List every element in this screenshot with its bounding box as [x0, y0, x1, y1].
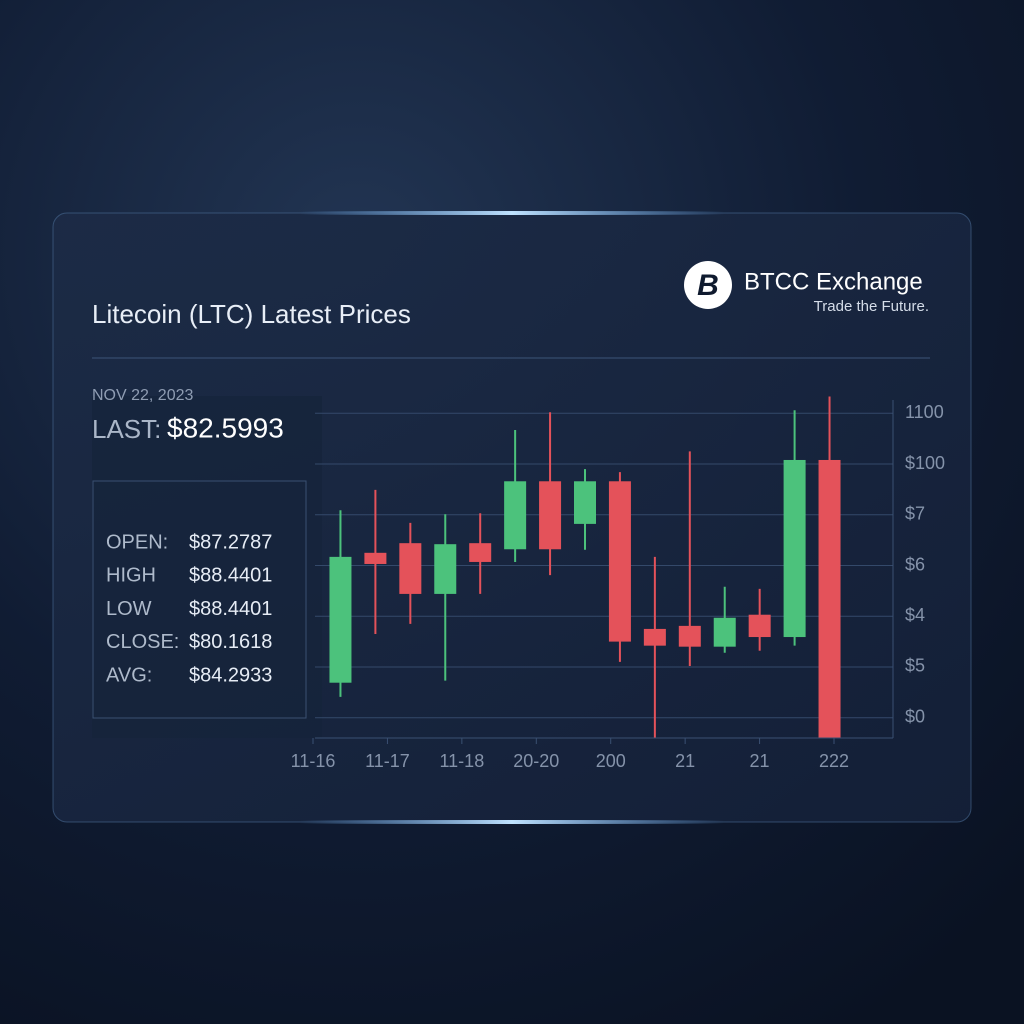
- x-tick-label: 21: [675, 751, 695, 771]
- stat-label: LOW: [106, 598, 152, 620]
- candle-body: [504, 481, 527, 550]
- stat-value: $88.4401: [189, 598, 272, 620]
- logo-circle: [684, 261, 732, 309]
- tagline: Trade the Future.: [814, 298, 929, 315]
- stat-label: OPEN:: [106, 531, 168, 553]
- stats-table: OPEN: $87.2787 HIGH $88.4401 LOW $88.4401 CLOS…: [106, 531, 272, 686]
- stat-label: AVG:: [106, 664, 152, 686]
- x-tick-label: 11-16: [291, 751, 336, 771]
- y-tick-label: $100: [905, 453, 945, 473]
- stat-label: HIGH: [106, 565, 156, 587]
- candle-body: [434, 544, 457, 594]
- candle-body: [643, 628, 666, 646]
- stats-panel: [92, 396, 322, 738]
- y-tick-label: 1100: [905, 402, 944, 422]
- stat-value: $84.2933: [189, 664, 272, 686]
- date: NOV 22, 2023: [92, 387, 194, 404]
- candle-body: [608, 481, 631, 642]
- candle-body: [783, 459, 806, 638]
- x-tick-label: 200: [596, 751, 626, 771]
- last-label: LAST:: [92, 414, 161, 444]
- brand: BTCC Exchange: [744, 268, 923, 295]
- last-value: $82.5993: [167, 412, 284, 443]
- y-tick-label: $5: [905, 656, 925, 676]
- y-tick-label: $0: [905, 706, 925, 726]
- title: Litecoin (LTC) Latest Prices: [92, 299, 411, 329]
- candle-body: [678, 625, 701, 647]
- stat-value: $80.1618: [189, 631, 272, 653]
- y-tick-label: $6: [905, 554, 925, 574]
- logo-mark: B: [697, 269, 719, 302]
- card-glow: [300, 820, 724, 824]
- stat-value: $87.2787: [189, 531, 272, 553]
- candle-body: [713, 617, 736, 647]
- card-glow: [300, 211, 724, 215]
- x-tick-label: 21: [750, 751, 770, 771]
- candle-body: [399, 543, 422, 594]
- chart: $0 $5 $4 $6 $7 $100 1100 11-16 11-17 11-18 20-20 20…: [291, 396, 945, 771]
- stat-label: CLOSE:: [106, 631, 179, 653]
- candle-body: [574, 481, 596, 524]
- stat-value: $88.4401: [189, 565, 272, 587]
- x-tick-label: 20-20: [513, 751, 559, 771]
- y-tick-label: $7: [905, 504, 925, 524]
- candle-body: [818, 459, 841, 738]
- x-tick-label: 11-18: [440, 751, 485, 771]
- x-tick-label: 222: [819, 751, 849, 771]
- x-tick-label: 11-17: [365, 751, 410, 771]
- candle-body: [539, 481, 562, 550]
- candle-body: [469, 543, 492, 562]
- candle-body: [364, 552, 387, 564]
- y-tick-label: $4: [905, 605, 925, 625]
- candle-body: [329, 556, 352, 683]
- candle-body: [748, 614, 771, 638]
- stats-box: [92, 480, 307, 719]
